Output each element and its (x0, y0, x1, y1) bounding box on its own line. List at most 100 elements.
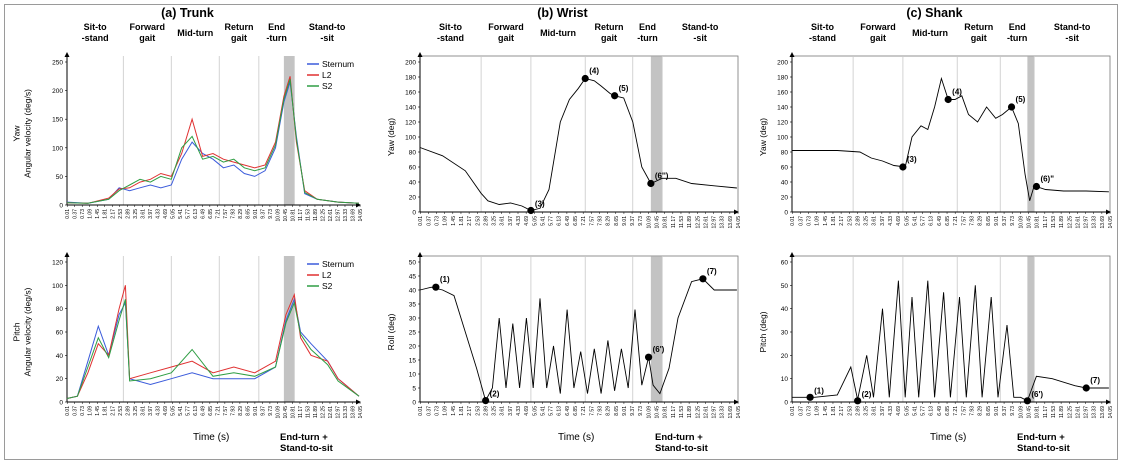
y-tick-label: 160 (777, 90, 788, 97)
x-tick-label: 7.93 (597, 406, 603, 416)
x-tick-label: 4.69 (163, 406, 169, 416)
x-tick-label: 6.49 (200, 209, 206, 219)
x-tick-label: 7.21 (215, 209, 221, 219)
x-tick-label: 3.97 (508, 406, 514, 416)
x-tick-label: 7.21 (215, 406, 221, 416)
x-tick-label: 3.61 (140, 209, 146, 219)
x-tick-label: 12.61 (1075, 216, 1081, 229)
event-marker-label: (4) (589, 67, 599, 76)
x-tick-label: 0.73 (80, 209, 86, 219)
x-tick-label: 9.01 (622, 216, 628, 226)
x-tick-label: 5.05 (532, 406, 538, 416)
y-tick-label: 140 (405, 105, 416, 112)
y-tick-label: 0 (59, 400, 63, 407)
phase-label: Return gait (594, 22, 623, 43)
x-tick-label: 2.17 (110, 406, 116, 416)
x-tick-label: 0.37 (798, 406, 804, 416)
series-line-l2 (66, 285, 360, 399)
x-tick-label: 7.21 (581, 216, 587, 226)
y-tick-label: 0 (412, 210, 416, 217)
x-tick-label: 0.37 (73, 209, 79, 219)
x-tick-label: 10.09 (646, 216, 652, 229)
y-tick-label: 200 (777, 60, 788, 67)
x-tick-label: 0.73 (80, 406, 86, 416)
y-tick-label: 100 (52, 283, 63, 290)
x-tick-label: 3.61 (140, 406, 146, 416)
phase-label-line: Mid-turn (912, 28, 948, 38)
x-tick-label: 7.93 (969, 406, 975, 416)
x-tick-label: 5.77 (549, 216, 555, 226)
y-tick-label: 100 (52, 145, 63, 152)
x-tick-label: 10.45 (283, 209, 289, 222)
x-tick-label: 12.97 (1084, 406, 1090, 419)
x-tick-label: 6.49 (565, 406, 571, 416)
x-tick-label: 7.93 (230, 209, 236, 219)
phase-label-line: -sit (693, 33, 707, 43)
x-tick-label: 12.25 (1067, 406, 1073, 419)
x-tick-label: 7.57 (589, 406, 595, 416)
phase-label-line: -sit (320, 33, 334, 43)
phase-label: Stand-to -sit (1054, 22, 1091, 43)
legend-label: Sternum (322, 259, 354, 269)
phase-label-line: Return (964, 22, 993, 32)
y-axis-label: Pitch (12, 322, 22, 341)
x-tick-label: 12.97 (335, 406, 341, 419)
shaded-region (650, 56, 663, 212)
plot-frame (791, 255, 1111, 403)
event-marker (1007, 103, 1016, 111)
x-tick-label: 8.29 (606, 216, 612, 226)
y-tick-label: 0 (412, 400, 416, 407)
x-axis-arrow (734, 209, 739, 215)
x-tick-label: 8.65 (986, 216, 992, 226)
phase-label: Forward gait (860, 22, 896, 43)
x-tick-label: 3.25 (864, 406, 870, 416)
y-tick-label: 30 (781, 330, 789, 337)
x-tick-label: 11.89 (1059, 406, 1065, 418)
y-tick-label: 0 (59, 203, 63, 210)
x-tick-label: 1.45 (823, 216, 829, 226)
series-line-sternum (66, 297, 360, 399)
x-tick-label: 0.73 (435, 406, 441, 416)
x-tick-label: 0.01 (418, 216, 424, 226)
event-marker (699, 275, 707, 283)
x-tick-label: 6.49 (565, 216, 571, 226)
x-tick-label: 10.09 (646, 406, 652, 419)
x-tick-label: 10.81 (663, 406, 669, 419)
y-tick-label: 40 (409, 180, 417, 187)
subplot-roll: 0 5 10 15 20 25 30 35 40 45 50 Roll (deg) 0.01 0.37 0.… (386, 252, 742, 419)
x-tick-label: 6.13 (557, 216, 563, 226)
x-tick-label: 7.93 (969, 216, 975, 226)
x-tick-label: 11.53 (679, 216, 685, 228)
x-tick-label: 3.61 (872, 216, 878, 226)
x-tick-label: 2.89 (125, 406, 131, 416)
phase-label-line: -stand (437, 33, 464, 43)
x-tick-label: 2.89 (483, 216, 489, 226)
x-tick-label: 3.25 (492, 216, 498, 226)
shaded-region (283, 256, 295, 402)
shaded-note: End-turn + Stand-to-sit (655, 432, 708, 454)
x-tick-label: 11.17 (1043, 216, 1049, 228)
x-tick-label: 10.81 (1035, 406, 1041, 419)
x-tick-label: 5.77 (185, 406, 191, 416)
x-tick-label: 2.53 (475, 406, 481, 416)
x-tick-label: 12.97 (712, 406, 718, 419)
x-tick-label: 2.53 (475, 216, 481, 226)
x-tick-label: 1.09 (815, 406, 821, 416)
x-tick-label: 14.05 (358, 406, 364, 419)
phase-label-line: Forward (130, 22, 166, 32)
y-axis-label: Pitch (deg) (758, 311, 768, 352)
y-tick-label: 50 (781, 283, 789, 290)
x-tick-label: 11.17 (298, 209, 304, 221)
x-tick-label: 11.89 (687, 216, 693, 228)
x-tick-label: 9.01 (994, 406, 1000, 416)
x-tick-label: 6.49 (937, 216, 943, 226)
x-tick-label: 4.69 (163, 209, 169, 219)
series-line-signal (419, 278, 737, 402)
y-tick-label: 30 (409, 316, 417, 323)
x-tick-label: 7.21 (953, 216, 959, 226)
x-tick-label: 0.01 (65, 406, 71, 416)
x-tick-label: 13.69 (728, 406, 734, 419)
x-tick-label: 0.37 (73, 406, 79, 416)
x-tick-label: 2.17 (839, 406, 845, 416)
x-tick-label: 1.81 (459, 216, 465, 226)
